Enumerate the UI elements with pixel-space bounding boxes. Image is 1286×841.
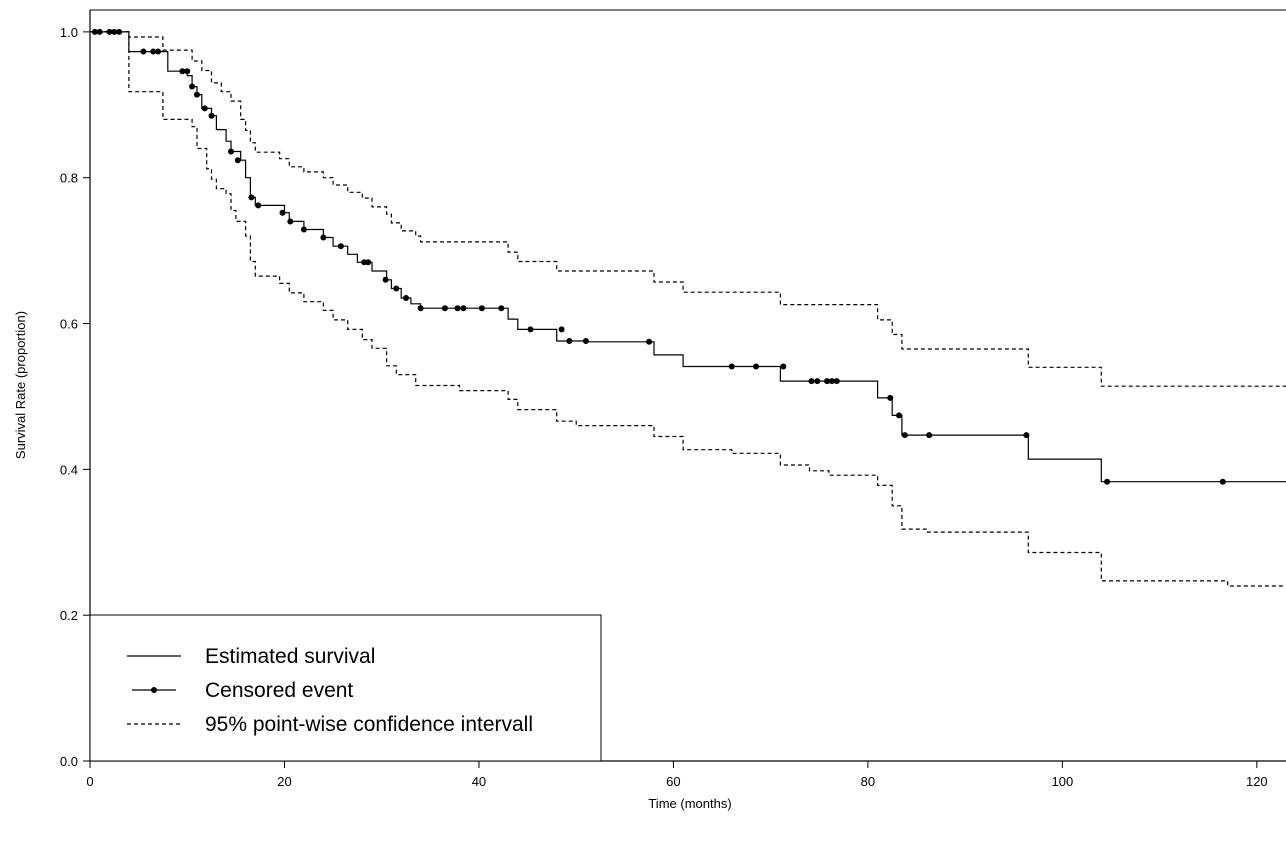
x-axis-ticks: 0 20 40 60 80 100 120 bbox=[86, 761, 1268, 789]
legend: Estimated survival Censored event 95% po… bbox=[89, 614, 602, 762]
censored-event-point bbox=[582, 338, 589, 345]
x-tick-label: 60 bbox=[666, 774, 680, 789]
legend-label-ci: 95% point-wise confidence intervall bbox=[205, 713, 533, 736]
censored-event-point bbox=[753, 363, 760, 370]
censored-event-point bbox=[780, 363, 787, 370]
y-tick-label: 0.6 bbox=[60, 317, 78, 332]
censored-event-point bbox=[279, 209, 286, 216]
ci-upper-line bbox=[90, 31, 1286, 387]
y-tick-label: 1.0 bbox=[60, 25, 78, 40]
censored-event-point bbox=[887, 394, 894, 401]
censored-event-point bbox=[193, 91, 200, 98]
censored-event-point bbox=[382, 276, 389, 283]
x-axis-title: Time (months) bbox=[648, 796, 731, 811]
censored-event-point bbox=[300, 226, 307, 233]
censored-event-point bbox=[498, 305, 505, 312]
censored-event-point bbox=[255, 202, 262, 209]
censored-event-point bbox=[155, 48, 162, 55]
censored-event-point bbox=[201, 105, 208, 112]
ci-lower-line bbox=[90, 31, 1286, 587]
censored-event-point bbox=[234, 157, 241, 164]
censored-event-point bbox=[1219, 478, 1226, 485]
censored-event-point bbox=[320, 234, 327, 241]
censored-event-point bbox=[527, 326, 534, 333]
censored-event-point bbox=[460, 305, 467, 312]
censored-event-point bbox=[566, 338, 573, 345]
x-tick-label: 40 bbox=[472, 774, 486, 789]
y-axis-title: Survival Rate (proportion) bbox=[13, 311, 28, 459]
censored-event-point bbox=[808, 378, 815, 385]
series-layer bbox=[90, 28, 1286, 587]
x-tick-label: 120 bbox=[1246, 774, 1268, 789]
y-tick-label: 0.2 bbox=[60, 608, 78, 623]
censored-event-point bbox=[393, 285, 400, 292]
censored-event-point bbox=[140, 48, 147, 55]
censored-event-point bbox=[248, 194, 255, 201]
censored-event-point bbox=[926, 432, 933, 439]
x-tick-label: 100 bbox=[1052, 774, 1074, 789]
censored-event-point bbox=[189, 83, 196, 90]
y-tick-label: 0.4 bbox=[60, 462, 78, 477]
censored-event-point bbox=[365, 259, 372, 266]
legend-label-censored: Censored event bbox=[205, 679, 353, 702]
legend-box bbox=[89, 614, 602, 762]
x-tick-label: 20 bbox=[277, 774, 291, 789]
legend-label-estimated: Estimated survival bbox=[205, 645, 375, 668]
censored-event-point bbox=[828, 378, 835, 385]
censored-event-point bbox=[558, 326, 565, 333]
censored-event-point bbox=[901, 432, 908, 439]
censored-event-point bbox=[833, 378, 840, 385]
censored-event-point bbox=[184, 68, 191, 75]
censored-event-point bbox=[417, 305, 424, 312]
censored-event-point bbox=[403, 295, 410, 302]
y-tick-label: 0.8 bbox=[60, 171, 78, 186]
censored-event-point bbox=[646, 338, 653, 345]
estimated-survival-line bbox=[90, 31, 1286, 483]
censored-event-point bbox=[454, 305, 461, 312]
censored-event-point bbox=[824, 378, 831, 385]
censored-event-point bbox=[106, 28, 113, 35]
y-tick-label: 0.0 bbox=[60, 754, 78, 769]
censored-event-point bbox=[441, 305, 448, 312]
censored-event-point bbox=[91, 28, 98, 35]
censored-event-point bbox=[227, 148, 234, 155]
y-axis-ticks: 0.0 0.2 0.4 0.6 0.8 1.0 bbox=[60, 25, 90, 769]
censored-event-point bbox=[287, 218, 294, 225]
legend-censored-dot bbox=[151, 687, 157, 693]
censored-event-point bbox=[208, 112, 215, 119]
x-tick-label: 80 bbox=[861, 774, 875, 789]
censored-event-point bbox=[150, 48, 157, 55]
censored-event-point bbox=[179, 68, 186, 75]
censored-event-point bbox=[896, 412, 903, 419]
censored-event-point bbox=[1023, 432, 1030, 439]
censored-event-point bbox=[478, 305, 485, 312]
censored-event-point bbox=[728, 363, 735, 370]
censored-event-point bbox=[1104, 478, 1111, 485]
censored-event-point bbox=[814, 378, 821, 385]
x-tick-label: 0 bbox=[86, 774, 93, 789]
censored-event-point bbox=[337, 243, 344, 250]
